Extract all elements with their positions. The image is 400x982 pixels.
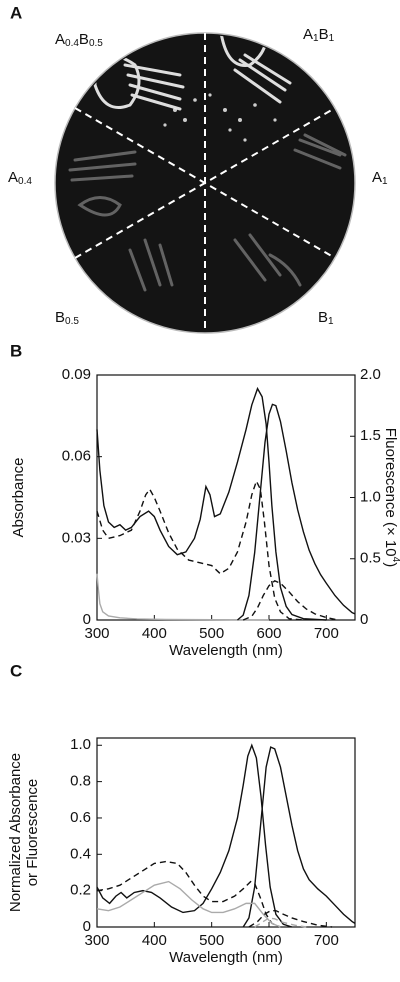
- sector-letter: B: [79, 31, 89, 48]
- subscript: 1: [329, 33, 335, 44]
- x-tick-label: 600: [256, 932, 281, 949]
- y2-label-part: Fluorescence (× 10: [382, 428, 399, 557]
- x-tick-label: 500: [199, 932, 224, 949]
- panel-label: B: [10, 341, 22, 360]
- spectrum-line: [242, 746, 356, 928]
- x-tick-label: 500: [199, 625, 224, 642]
- x-tick-label: 300: [84, 625, 109, 642]
- x-tick-label: 700: [314, 625, 339, 642]
- spectrum-line: [254, 917, 307, 928]
- subscript: 1: [382, 176, 388, 187]
- y-tick-label: 0.4: [70, 845, 91, 862]
- sector-letter: A: [372, 169, 382, 186]
- sector-letter: A: [303, 26, 313, 43]
- sector-dividers: [74, 33, 336, 333]
- spectrum-line: [237, 403, 356, 621]
- y-axis-label: Normalized Absorbance: [7, 753, 24, 912]
- y-tick-label: 0.8: [70, 773, 91, 790]
- x-tick-label: 300: [84, 932, 109, 949]
- panel-label: A: [10, 3, 22, 22]
- y-axis-label: or Fluorescence: [24, 779, 41, 887]
- spectrum-line: [96, 860, 281, 928]
- y-tick-label: 0.03: [62, 529, 91, 546]
- sector-letter: B: [319, 26, 329, 43]
- sector-label: A0.4: [8, 169, 32, 187]
- y-tick-label: 1.0: [70, 736, 91, 753]
- subscript: 1: [328, 316, 334, 327]
- y-tick-label: 0.2: [70, 882, 91, 899]
- sector-letter: B: [318, 309, 328, 326]
- y2-tick-label: 0: [360, 611, 368, 628]
- sector-letter: A: [55, 31, 65, 48]
- x-tick-label: 600: [256, 625, 281, 642]
- sector-label: A1B1: [303, 26, 335, 44]
- spectrum-line: [248, 909, 333, 928]
- y2-axis-label: Fluorescence (× 104): [382, 428, 400, 567]
- x-tick-label: 400: [142, 625, 167, 642]
- y2-tick-label: 0.5: [360, 550, 381, 567]
- plot-frame: [96, 737, 356, 928]
- y2-label-part: ): [382, 562, 399, 567]
- sector-letter: B: [55, 309, 65, 326]
- x-axis-label: Wavelength (nm): [169, 642, 283, 659]
- x-tick-label: 700: [314, 932, 339, 949]
- spectrum-line: [242, 579, 338, 621]
- sector-label: B1: [318, 309, 334, 327]
- y-tick-label: 0: [83, 918, 91, 935]
- y-axis-label: Absorbance: [10, 457, 27, 537]
- y-tick-label: 0.6: [70, 809, 91, 826]
- y-tick-label: 0.06: [62, 448, 91, 465]
- x-axis-label: Wavelength (nm): [169, 949, 283, 966]
- x-tick-label: 400: [142, 932, 167, 949]
- superscript: 4: [390, 557, 400, 563]
- spectrum-line: [96, 743, 293, 928]
- subscript: 1: [313, 33, 319, 44]
- panel-label: C: [10, 661, 22, 680]
- y2-tick-label: 1.0: [360, 488, 381, 505]
- subscript: 0.4: [65, 38, 79, 49]
- sector-label: A0.4B0.5: [55, 31, 103, 49]
- sector-label: B0.5: [55, 309, 79, 327]
- subscript: 0.5: [89, 38, 103, 49]
- subscript: 0.5: [65, 316, 79, 327]
- sector-letter: A: [8, 169, 18, 186]
- y2-tick-label: 2.0: [360, 366, 381, 383]
- spectrum-line: [96, 479, 304, 621]
- y-tick-label: 0.09: [62, 366, 91, 383]
- y-tick-label: 0: [83, 611, 91, 628]
- spectrum-line: [96, 880, 281, 928]
- subscript: 0.4: [18, 176, 32, 187]
- spectrum-line: [96, 573, 270, 621]
- spectrum-line: [96, 386, 327, 621]
- y2-tick-label: 1.5: [360, 427, 381, 444]
- sector-label: A1: [372, 169, 388, 187]
